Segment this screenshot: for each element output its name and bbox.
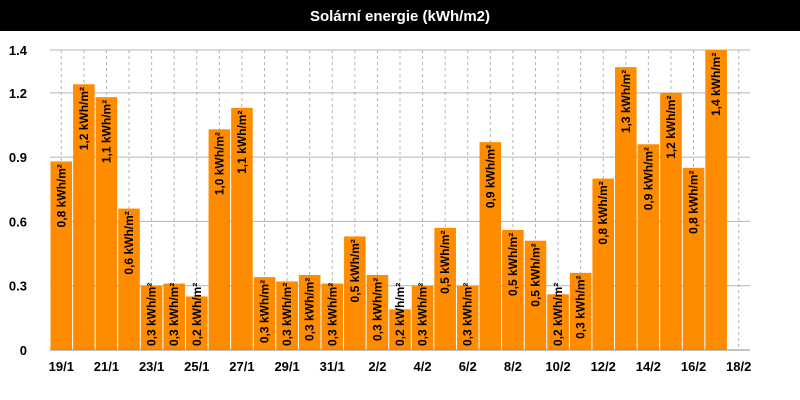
bar — [615, 67, 637, 351]
data-label: 0,8 kWh/m² — [687, 170, 701, 233]
data-label: 0,3 kWh/m² — [461, 283, 475, 346]
bar — [321, 283, 344, 350]
bar — [479, 142, 502, 350]
data-label: 1,2 kWh/m² — [77, 87, 91, 150]
x-tick-label: 10/2 — [545, 359, 570, 374]
x-tick-label: 6/2 — [459, 359, 477, 374]
data-label: 0,6 kWh/m² — [122, 211, 136, 274]
data-label: 0,2 kWh/m² — [551, 283, 565, 346]
data-label: 0,8 kWh/m² — [596, 181, 610, 244]
data-label: 0,2 kWh/m² — [190, 283, 204, 346]
x-tick-label: 8/2 — [504, 359, 522, 374]
y-tick-label: 1.4 — [9, 43, 28, 58]
x-tick-label: 4/2 — [414, 359, 432, 374]
y-tick-label: 0 — [20, 343, 27, 358]
bar — [185, 296, 208, 350]
bar — [118, 208, 140, 350]
x-tick-label: 2/2 — [368, 359, 386, 374]
data-label: 0,5 kWh/m² — [506, 233, 520, 296]
bar — [208, 129, 231, 350]
x-tick-label: 29/1 — [274, 359, 299, 374]
data-label: 0,3 kWh/m² — [370, 278, 384, 341]
bar — [298, 275, 321, 350]
data-label: 0,3 kWh/m² — [325, 283, 339, 346]
bar — [569, 272, 592, 350]
chart-title: Solární energie (kWh/m2) — [0, 0, 800, 31]
x-tick-label: 14/2 — [636, 359, 661, 374]
data-label: 0,3 kWh/m² — [416, 283, 430, 346]
y-tick-label: 0.6 — [9, 214, 27, 229]
data-label: 0,3 kWh/m² — [574, 275, 588, 338]
data-label: 1,0 kWh/m² — [212, 132, 226, 195]
bar — [389, 309, 411, 350]
bar — [344, 236, 366, 350]
bar — [434, 227, 456, 350]
bar — [682, 167, 705, 350]
y-tick-label: 1.2 — [9, 86, 27, 101]
bar — [660, 92, 682, 350]
data-label: 0,3 kWh/m² — [303, 278, 317, 341]
data-label: 0,5 kWh/m² — [348, 239, 362, 302]
x-tick-label: 27/1 — [229, 359, 254, 374]
data-label: 1,4 kWh/m² — [709, 53, 723, 116]
x-tick-label: 12/2 — [591, 359, 616, 374]
bars — [50, 50, 727, 351]
bar — [140, 285, 163, 350]
data-label: 0,3 kWh/m² — [280, 283, 294, 346]
bar — [253, 277, 276, 350]
bar — [411, 285, 434, 350]
data-label: 0,2 kWh/m² — [393, 283, 407, 346]
data-label: 1,1 kWh/m² — [235, 110, 249, 173]
data-label: 0,3 kWh/m² — [145, 283, 159, 346]
x-tick-label: 31/1 — [320, 359, 345, 374]
bar — [592, 178, 615, 350]
y-tick-label: 0.3 — [9, 279, 27, 294]
bar — [637, 144, 660, 350]
x-tick-label: 25/1 — [184, 359, 209, 374]
bar — [524, 240, 547, 350]
bar — [705, 50, 727, 350]
x-tick-label: 18/2 — [726, 359, 751, 374]
x-tick-label: 19/1 — [49, 359, 74, 374]
x-tick-label: 23/1 — [139, 359, 164, 374]
data-label: 1,1 kWh/m² — [99, 100, 113, 163]
data-label: 0,9 kWh/m² — [641, 147, 655, 210]
bar — [95, 97, 118, 351]
data-label: 0,8 kWh/m² — [54, 164, 68, 227]
x-tick-label: 21/1 — [94, 359, 119, 374]
x-tick-label: 16/2 — [681, 359, 706, 374]
bar — [456, 285, 479, 350]
data-label: 0,3 kWh/m² — [167, 283, 181, 346]
y-axis-ticks: 0 0.3 0.6 0.9 1.2 1.4 — [9, 43, 28, 358]
bar — [502, 230, 524, 350]
data-label: 0,5 kWh/m² — [438, 230, 452, 293]
data-label: 0,3 kWh/m² — [258, 280, 272, 343]
bar — [73, 84, 95, 351]
bar — [366, 275, 389, 350]
data-labels: 0,8 kWh/m² 1,2 kWh/m² 1,1 kWh/m² 0,6 kWh/m²… — [54, 53, 723, 346]
bar — [163, 283, 185, 350]
data-label: 1,2 kWh/m² — [664, 95, 678, 158]
bar — [50, 161, 73, 350]
bar — [547, 294, 569, 350]
y-tick-label: 0.9 — [9, 150, 27, 165]
data-label: 0,5 kWh/m² — [528, 243, 542, 306]
bar — [276, 281, 298, 350]
data-label: 0,9 kWh/m² — [483, 145, 497, 208]
bar — [231, 107, 253, 350]
x-axis-ticks: 19/1 21/1 23/1 25/1 27/1 29/1 31/1 2/2 4/2 6/2 8/2… — [49, 359, 752, 374]
data-label: 1,3 kWh/m² — [619, 70, 633, 133]
